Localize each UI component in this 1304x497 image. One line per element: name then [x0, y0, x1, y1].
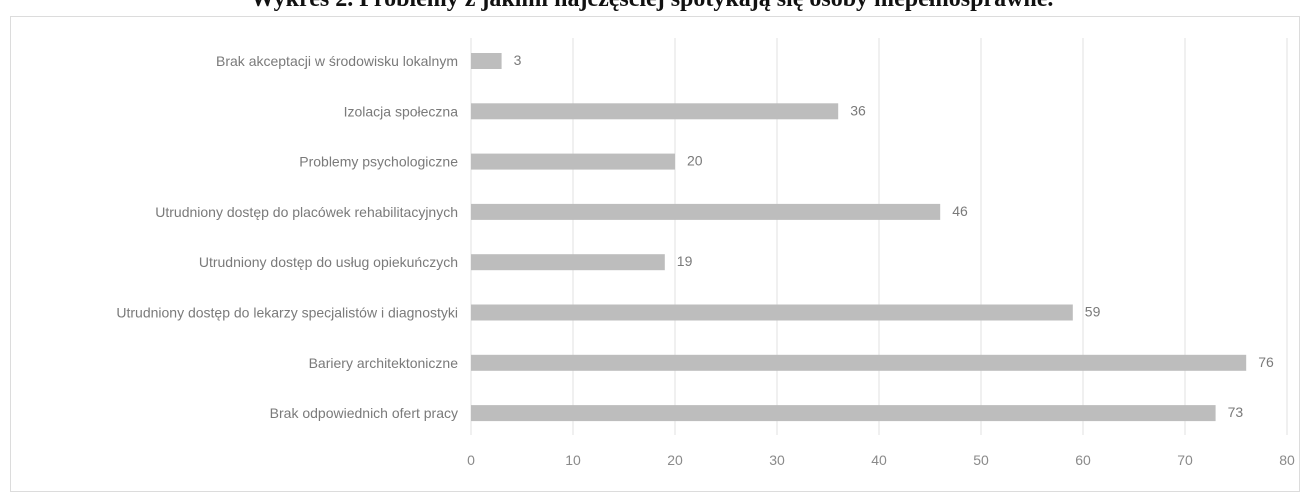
x-tick-label: 50 — [973, 452, 989, 468]
bar — [471, 53, 502, 69]
category-label: Brak akceptacji w środowisku lokalnym — [216, 53, 458, 69]
data-label: 73 — [1228, 404, 1244, 420]
x-tick-label: 60 — [1075, 452, 1091, 468]
x-tick-label: 80 — [1279, 452, 1295, 468]
category-label: Brak odpowiednich ofert pracy — [270, 405, 458, 421]
data-label: 36 — [850, 102, 866, 118]
data-label: 46 — [952, 203, 968, 219]
category-label: Problemy psychologiczne — [299, 154, 458, 170]
chart-title: Wykres 2. Problemy z jakimi najczęściej … — [0, 0, 1304, 13]
x-tick-label: 40 — [871, 452, 887, 468]
bar — [471, 304, 1073, 321]
data-label: 76 — [1258, 354, 1274, 370]
category-label: Utrudniony dostęp do usług opiekuńczych — [199, 254, 458, 270]
chart-frame — [10, 16, 1300, 492]
bar — [471, 203, 941, 220]
category-label: Izolacja społeczna — [344, 103, 459, 119]
category-label: Bariery architektoniczne — [309, 355, 459, 371]
x-tick-label: 0 — [467, 452, 475, 468]
x-tick-label: 20 — [667, 452, 683, 468]
bar — [471, 153, 675, 170]
x-tick-label: 10 — [565, 452, 581, 468]
data-label: 59 — [1085, 304, 1101, 320]
data-label: 3 — [514, 52, 522, 68]
x-tick-label: 70 — [1177, 452, 1193, 468]
data-label: 19 — [677, 253, 693, 269]
category-label: Utrudniony dostęp do lekarzy specjalistó… — [116, 305, 458, 321]
bar — [471, 405, 1216, 422]
category-label: Utrudniony dostęp do placówek rehabilita… — [155, 204, 458, 220]
x-tick-label: 30 — [769, 452, 785, 468]
data-label: 20 — [687, 153, 703, 169]
bar — [471, 103, 839, 120]
bar — [471, 254, 665, 271]
bar — [471, 354, 1247, 371]
